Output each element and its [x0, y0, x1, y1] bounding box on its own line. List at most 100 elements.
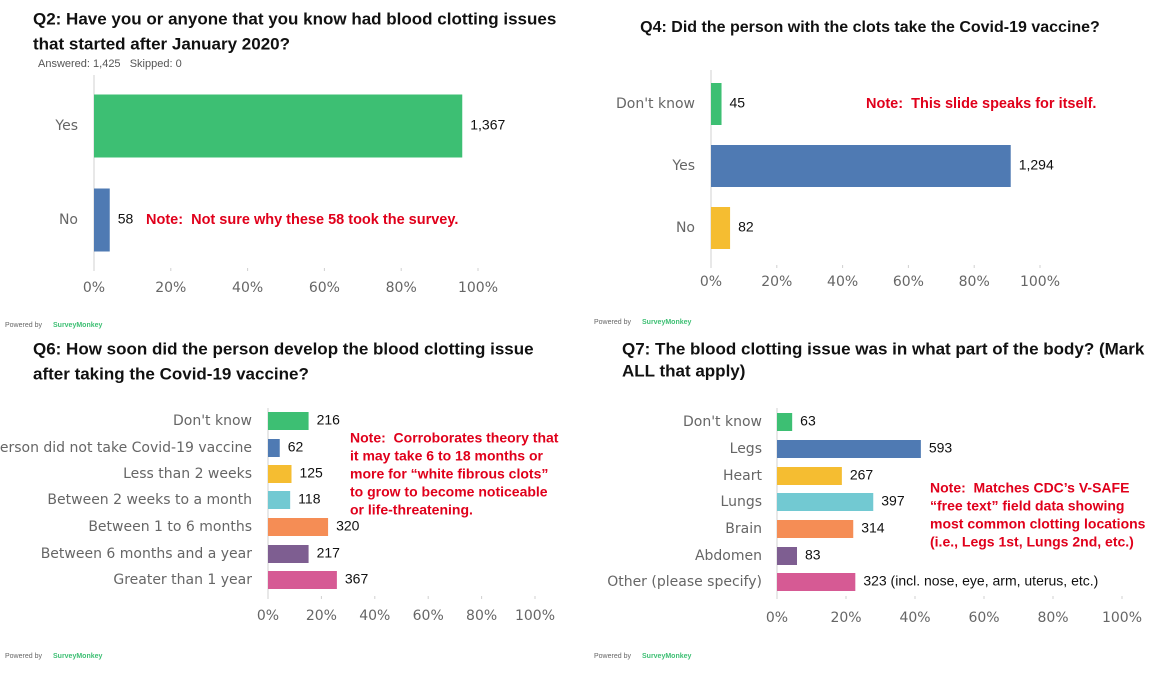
x-tick-label: 40%	[232, 280, 263, 296]
x-tick-label: 80%	[386, 280, 417, 296]
x-tick-label: 100%	[1102, 610, 1142, 626]
category-label: Yes	[671, 158, 695, 174]
annotation: more for “white fibrous clots”	[350, 466, 548, 482]
data-label: 63	[800, 413, 816, 429]
bar	[777, 547, 798, 565]
category-label: No	[59, 212, 78, 228]
data-label: 62	[288, 439, 304, 455]
footer: Powered by	[5, 322, 42, 329]
bar	[94, 188, 110, 252]
bar	[268, 518, 329, 536]
data-label: 82	[738, 219, 754, 235]
x-tick-label: 0%	[83, 280, 105, 296]
x-tick-label: 40%	[359, 608, 390, 624]
x-tick-label: 20%	[155, 280, 186, 296]
data-label: 217	[317, 545, 341, 561]
category-label: Between 6 months and a year	[41, 546, 253, 562]
x-tick-label: 20%	[761, 274, 792, 290]
data-label: 1,367	[470, 117, 505, 133]
category-label: Between 1 to 6 months	[88, 519, 252, 535]
annotation: or life-threatening.	[350, 502, 473, 518]
bar	[268, 491, 291, 509]
data-label: 267	[850, 467, 874, 483]
category-label: Don't know	[173, 413, 252, 429]
x-tick-label: 80%	[959, 274, 990, 290]
x-tick-label: 60%	[309, 280, 340, 296]
data-label: 45	[730, 95, 746, 111]
footer-brand: SurveyMonkey	[53, 322, 103, 329]
chart-title: after taking the Covid-19 vaccine?	[33, 364, 309, 383]
chart-title: that started after January 2020?	[33, 34, 290, 53]
category-label: Between 2 weeks to a month	[47, 492, 252, 508]
annotation: Note: This slide speaks for itself.	[866, 96, 1096, 112]
bar	[711, 207, 731, 249]
x-tick-label: 100%	[515, 608, 555, 624]
data-label: 83	[805, 547, 821, 563]
category-label: Don't know	[683, 414, 762, 430]
category-label: No	[676, 220, 695, 236]
footer-brand: SurveyMonkey	[642, 653, 692, 660]
annotation: it may take 6 to 18 months or	[350, 448, 543, 464]
chart-title: Q2: Have you or anyone that you know had…	[33, 9, 556, 28]
x-tick-label: 40%	[899, 610, 930, 626]
annotation: Note: Not sure why these 58 took the sur…	[146, 212, 458, 228]
category-label: Heart	[723, 468, 762, 484]
bar	[777, 520, 854, 538]
data-label: 216	[317, 412, 341, 428]
annotation: (i.e., Legs 1st, Lungs 2nd, etc.)	[930, 534, 1134, 550]
x-tick-label: 80%	[1037, 610, 1068, 626]
x-tick-label: 0%	[766, 610, 788, 626]
data-label: 125	[299, 465, 323, 481]
category-label: Abdomen	[695, 548, 762, 564]
footer: Powered by	[594, 319, 631, 326]
data-label: 323 (incl. nose, eye, arm, uterus, etc.)	[863, 573, 1098, 589]
footer-brand: SurveyMonkey	[642, 319, 692, 326]
category-label: Less than 2 weeks	[123, 466, 252, 482]
x-tick-label: 20%	[306, 608, 337, 624]
bar	[268, 571, 337, 589]
bar	[268, 412, 309, 430]
x-tick-label: 100%	[1020, 274, 1060, 290]
footer: Powered by	[594, 653, 631, 660]
x-tick-label: 0%	[700, 274, 722, 290]
category-label: Greater than 1 year	[113, 572, 252, 588]
data-label: 320	[336, 518, 360, 534]
data-label: 593	[929, 440, 953, 456]
bar	[94, 94, 463, 158]
bar	[777, 440, 921, 458]
chart-title: ALL that apply)	[622, 361, 745, 380]
annotation: Note: Corroborates theory that	[350, 430, 559, 446]
x-tick-label: 60%	[893, 274, 924, 290]
category-label: Person did not take Covid-19 vaccine	[0, 440, 252, 456]
footer: Powered by	[5, 653, 42, 660]
data-label: 1,294	[1019, 157, 1054, 173]
annotation: Note: Matches CDC’s V-SAFE	[930, 480, 1129, 496]
annotation: to grow to become noticeable	[350, 484, 548, 500]
data-label: 397	[881, 493, 905, 509]
category-label: Don't know	[616, 96, 695, 112]
bar	[268, 465, 292, 483]
x-tick-label: 80%	[466, 608, 497, 624]
annotation: “free text” field data showing	[930, 498, 1124, 514]
bar	[268, 545, 309, 563]
annotation: most common clotting locations	[930, 516, 1146, 532]
footer-brand: SurveyMonkey	[53, 653, 103, 660]
data-label: 58	[118, 211, 134, 227]
x-tick-label: 0%	[257, 608, 279, 624]
bar	[777, 413, 793, 431]
chart-title: Q4: Did the person with the clots take t…	[640, 19, 1100, 36]
bar	[777, 467, 842, 485]
x-tick-label: 60%	[413, 608, 444, 624]
x-tick-label: 100%	[458, 280, 498, 296]
x-tick-label: 60%	[968, 610, 999, 626]
category-label: Lungs	[721, 494, 762, 510]
category-label: Brain	[725, 521, 762, 537]
bar	[777, 493, 874, 511]
subtitle: Answered: 1,425 Skipped: 0	[38, 58, 182, 70]
data-label: 367	[345, 571, 369, 587]
x-tick-label: 20%	[830, 610, 861, 626]
bar	[777, 573, 856, 591]
bar	[711, 145, 1011, 187]
